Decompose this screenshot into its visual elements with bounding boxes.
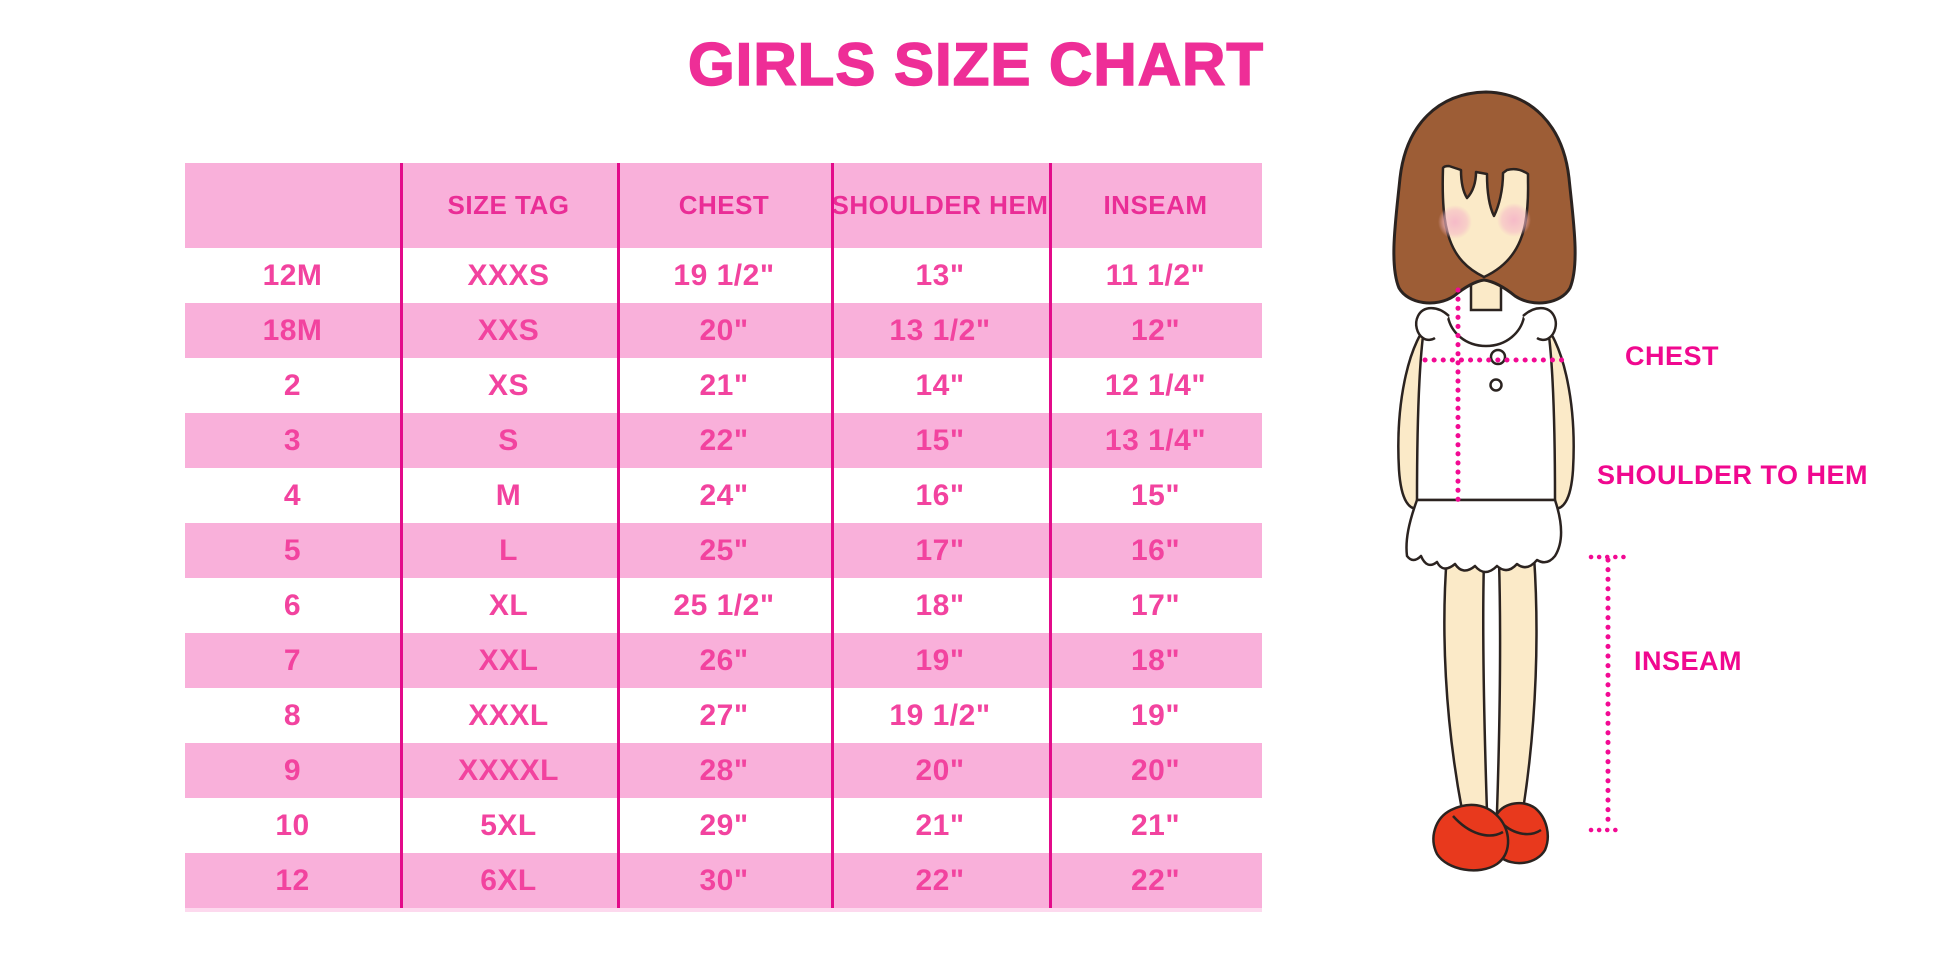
table-cell: 21" bbox=[699, 368, 749, 402]
shoulder-to-hem-label: SHOULDER TO HEM bbox=[1597, 460, 1869, 490]
table-row: 12 6XL 30" 22" 22" bbox=[185, 853, 1262, 908]
table-cell: 20" bbox=[1130, 753, 1181, 787]
table-row: 4 M 24" 16" 15" bbox=[185, 468, 1262, 523]
column-divider bbox=[1049, 163, 1052, 908]
column-divider bbox=[831, 163, 834, 908]
table-row: 18M XXS 20" 13 1/2" 12" bbox=[185, 303, 1262, 358]
table-cell: XXS bbox=[477, 313, 540, 347]
table-header-row: SIZE TAG CHEST SHOULDER HEM INSEAM bbox=[185, 163, 1262, 248]
table-cell: 18" bbox=[1130, 643, 1181, 677]
shoes bbox=[1432, 801, 1549, 872]
column-header-size-tag: SIZE TAG bbox=[447, 190, 570, 220]
table-cell: 3 bbox=[283, 423, 302, 457]
table-cell: 12 1/4" bbox=[1104, 368, 1207, 402]
face bbox=[1441, 164, 1530, 279]
table-cell: S bbox=[498, 423, 519, 457]
table-cell: 11 1/2" bbox=[1105, 258, 1206, 292]
table-row: 7 XXL 26" 19" 18" bbox=[185, 633, 1262, 688]
table-cell: 22" bbox=[699, 423, 749, 457]
table-cell: 21" bbox=[1130, 808, 1181, 842]
table-cell: 13 1/2" bbox=[889, 313, 991, 347]
table-cell: 4 bbox=[283, 478, 302, 512]
table-cell: 16" bbox=[915, 478, 965, 512]
table-cell: 12" bbox=[1130, 313, 1181, 347]
table-row: 6 XL 25 1/2" 18" 17" bbox=[185, 578, 1262, 633]
table-cell: 29" bbox=[699, 808, 749, 842]
table-cell: 12M bbox=[262, 258, 323, 292]
table-cell: 17" bbox=[1130, 588, 1181, 622]
page-title: GIRLS SIZE CHART bbox=[687, 30, 1265, 99]
table-cell: 19" bbox=[1130, 698, 1181, 732]
girl-figure-svg bbox=[1392, 90, 1630, 872]
table-row: 8 XXXL 27" 19 1/2" 19" bbox=[185, 688, 1262, 743]
table-cell: 15" bbox=[1130, 478, 1181, 512]
table-cell: XXXL bbox=[468, 698, 549, 732]
table-cell: 25" bbox=[699, 533, 749, 567]
girl-figure-illustration bbox=[1335, 70, 1855, 920]
dress-buttons bbox=[1489, 348, 1507, 392]
table-cell: 18M bbox=[262, 313, 323, 347]
table-cell: 21" bbox=[915, 808, 965, 842]
table-cell: 19 1/2" bbox=[673, 258, 775, 292]
table-row: 12M XXXS 19 1/2" 13" 11 1/2" bbox=[185, 248, 1262, 303]
table-cell: 2 bbox=[283, 368, 302, 402]
table-row: 2 XS 21" 14" 12 1/4" bbox=[185, 358, 1262, 413]
size-table: SIZE TAG CHEST SHOULDER HEM INSEAM 12M XX… bbox=[185, 163, 1262, 912]
table-cell: 16" bbox=[1130, 533, 1181, 567]
table-cell: 19 1/2" bbox=[889, 698, 991, 732]
table-cell: XXL bbox=[478, 643, 539, 677]
table-cell: 22" bbox=[1130, 863, 1181, 897]
table-cell: 7 bbox=[283, 643, 302, 677]
table-cell: 12 bbox=[275, 863, 310, 897]
table-cell: 5 bbox=[283, 533, 302, 567]
table-cell: 18" bbox=[915, 588, 965, 622]
table-cell: 22" bbox=[915, 863, 965, 897]
column-header-inseam: INSEAM bbox=[1103, 190, 1208, 220]
chest-label: CHEST bbox=[1625, 341, 1720, 371]
table-row: 5 L 25" 17" 16" bbox=[185, 523, 1262, 578]
table-cell: 6 bbox=[283, 588, 302, 622]
table-cell: XXXXL bbox=[458, 753, 559, 787]
legs bbox=[1443, 552, 1538, 814]
table-row: 9 XXXXL 28" 20" 20" bbox=[185, 743, 1262, 798]
column-divider bbox=[617, 163, 620, 908]
table-cell: L bbox=[499, 533, 518, 567]
table-cell: 9 bbox=[283, 753, 302, 787]
table-cell: 15" bbox=[915, 423, 965, 457]
table-cell: 19" bbox=[915, 643, 965, 677]
shoulder-ruffle-left bbox=[1414, 306, 1450, 342]
shoulder-ruffle-right bbox=[1522, 306, 1558, 342]
table-cell: 10 bbox=[275, 808, 310, 842]
table-cell: 28" bbox=[699, 753, 749, 787]
inseam-label: INSEAM bbox=[1634, 646, 1743, 676]
table-row: 10 5XL 29" 21" 21" bbox=[185, 798, 1262, 853]
table-cell: 13" bbox=[915, 258, 965, 292]
column-header-chest: CHEST bbox=[678, 190, 770, 220]
table-cell: 17" bbox=[915, 533, 965, 567]
table-row: 3 S 22" 15" 13 1/4" bbox=[185, 413, 1262, 468]
table-cell: XS bbox=[487, 368, 530, 402]
column-header-shoulder-hem: SHOULDER HEM bbox=[831, 190, 1049, 220]
table-cell: M bbox=[495, 478, 522, 512]
table-cell: 24" bbox=[699, 478, 749, 512]
column-divider bbox=[400, 163, 403, 908]
blush-cheeks bbox=[1438, 203, 1531, 239]
column-header-blank bbox=[185, 163, 400, 248]
table-cell: 20" bbox=[915, 753, 965, 787]
table-cell: 27" bbox=[699, 698, 749, 732]
table-cell: 30" bbox=[699, 863, 749, 897]
table-cell: XXXS bbox=[467, 258, 550, 292]
table-cell: 25 1/2" bbox=[673, 588, 775, 622]
table-cell: 8 bbox=[283, 698, 302, 732]
skirt-ruffle bbox=[1405, 498, 1563, 574]
table-cell: 20" bbox=[699, 313, 749, 347]
dress-top bbox=[1414, 306, 1558, 502]
table-cell: XL bbox=[488, 588, 529, 622]
table-cell: 14" bbox=[915, 368, 965, 402]
table-cell: 5XL bbox=[480, 808, 537, 842]
table-cell: 6XL bbox=[480, 863, 537, 897]
table-cell: 13 1/4" bbox=[1104, 423, 1207, 457]
table-cell: 26" bbox=[699, 643, 749, 677]
